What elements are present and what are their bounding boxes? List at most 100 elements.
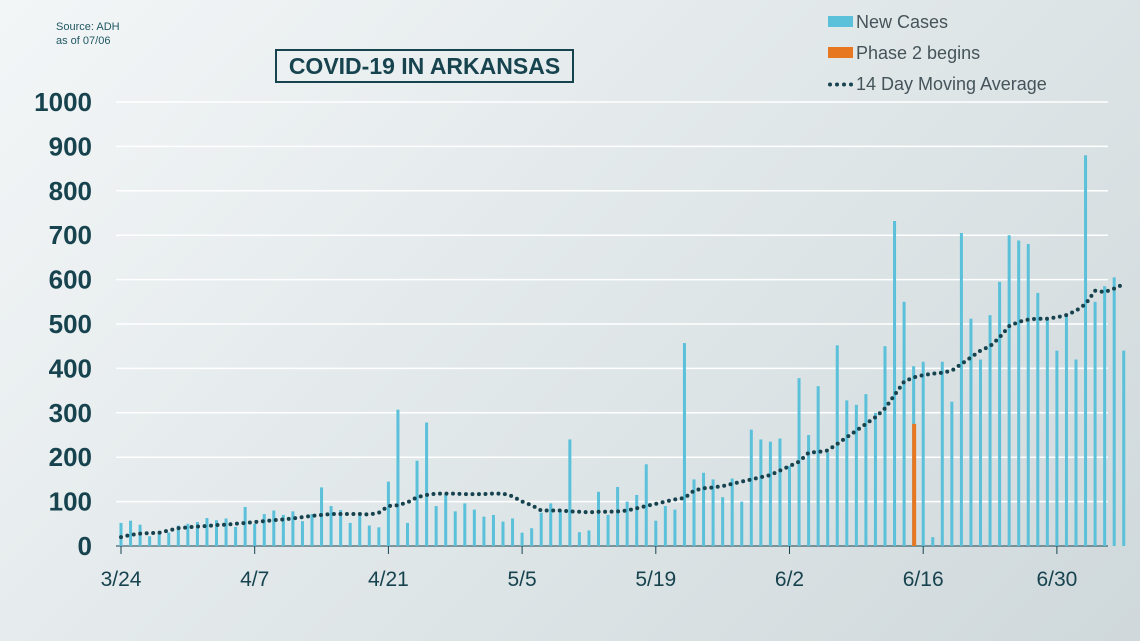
x-tick-label: 6/30 xyxy=(1036,568,1077,591)
new-cases-bar xyxy=(788,466,791,546)
new-cases-bar xyxy=(520,532,524,546)
new-cases-bar xyxy=(921,361,925,546)
new-cases-bar xyxy=(329,506,333,546)
y-tick-label: 500 xyxy=(49,309,92,339)
new-cases-bar xyxy=(558,509,562,546)
new-cases-bar xyxy=(988,315,992,546)
new-cases-bar xyxy=(367,525,371,546)
source-note: Source: ADH as of 07/06 xyxy=(56,20,120,48)
new-cases-bar xyxy=(893,220,897,546)
new-cases-bar xyxy=(195,522,199,546)
new-cases-bar xyxy=(873,412,877,546)
new-cases-bar xyxy=(807,435,811,546)
legend-label-new-cases: New Cases xyxy=(856,12,949,32)
new-cases-bar xyxy=(1074,359,1078,546)
new-cases-bar xyxy=(768,441,772,546)
new-cases-bar xyxy=(749,429,753,546)
new-cases-bar xyxy=(463,503,467,546)
new-cases-bar xyxy=(377,527,381,546)
new-cases-bar xyxy=(644,464,648,546)
new-cases-bar xyxy=(272,510,276,546)
new-cases-bar xyxy=(482,516,486,546)
new-cases-bar xyxy=(998,281,1002,546)
new-cases-bar xyxy=(682,343,686,546)
new-cases-bar xyxy=(1122,350,1126,546)
new-cases-bar xyxy=(215,520,218,546)
y-tick-label: 100 xyxy=(49,487,92,517)
y-tick-label: 800 xyxy=(49,176,92,206)
new-cases-bar xyxy=(883,346,887,546)
new-cases-bar xyxy=(444,494,448,546)
new-cases-bar xyxy=(587,530,591,546)
new-cases-bar xyxy=(281,514,285,546)
legend-swatch-moving-average xyxy=(828,82,853,87)
new-cases-bar xyxy=(663,506,667,546)
new-cases-bar xyxy=(902,301,906,546)
new-cases-bar xyxy=(205,518,209,546)
new-cases-bar xyxy=(434,506,438,546)
new-cases-bar xyxy=(310,514,314,546)
y-tick-label: 0 xyxy=(78,531,92,561)
new-cases-bar xyxy=(148,536,152,546)
new-cases-bar xyxy=(539,512,543,546)
new-cases-bar xyxy=(234,526,238,546)
new-cases-bar xyxy=(606,514,610,546)
new-cases-bar xyxy=(425,422,429,546)
x-tick-label: 5/5 xyxy=(507,568,536,591)
new-cases-bar xyxy=(1045,319,1049,546)
new-cases-bar xyxy=(702,472,706,546)
new-cases-bar xyxy=(253,523,257,546)
x-tick-label: 4/21 xyxy=(368,568,409,591)
new-cases-bar xyxy=(511,518,515,546)
new-cases-bar xyxy=(358,514,362,546)
new-cases-bar xyxy=(472,509,476,546)
legend-swatch-new-cases xyxy=(828,16,853,27)
new-cases-bar xyxy=(1064,315,1068,546)
new-cases-bar xyxy=(491,514,495,546)
new-cases-bar xyxy=(348,522,352,546)
new-cases-bar xyxy=(1055,350,1059,546)
new-cases-bar xyxy=(940,361,944,546)
new-cases-bar xyxy=(396,409,400,546)
legend-swatch-phase2 xyxy=(828,47,853,58)
new-cases-bar xyxy=(759,439,763,546)
new-cases-bar xyxy=(549,503,553,546)
new-cases-bar xyxy=(845,400,849,546)
new-cases-bar xyxy=(950,401,954,546)
new-cases-bar xyxy=(176,525,180,546)
new-cases-bar xyxy=(979,359,982,546)
new-cases-bar xyxy=(740,501,744,546)
y-tick-label: 600 xyxy=(49,265,92,295)
new-cases-bar xyxy=(730,478,734,546)
new-cases-bar xyxy=(1036,292,1040,546)
y-tick-label: 400 xyxy=(49,353,92,383)
new-cases-bar xyxy=(568,439,572,546)
new-cases-bar xyxy=(186,523,190,546)
new-cases-bar xyxy=(406,522,409,546)
new-cases-bar xyxy=(969,318,973,546)
as-of-date: as of 07/06 xyxy=(56,35,111,47)
new-cases-bar xyxy=(453,511,457,546)
new-cases-bar xyxy=(530,528,534,546)
new-cases-bar xyxy=(1103,286,1107,546)
new-cases-bar xyxy=(1112,277,1116,546)
chart-title: COVID-19 IN ARKANSAS xyxy=(275,49,574,83)
source-line: Source: ADH xyxy=(56,21,120,33)
new-cases-bar xyxy=(959,232,963,547)
new-cases-bar xyxy=(415,460,419,546)
new-cases-bar xyxy=(1093,301,1097,546)
new-cases-bar xyxy=(778,438,782,546)
y-tick-label: 900 xyxy=(49,131,92,161)
new-cases-bar xyxy=(339,510,343,546)
new-cases-bar xyxy=(1084,155,1088,546)
new-cases-bar xyxy=(167,532,171,546)
new-cases-bar xyxy=(119,522,123,546)
x-tick-label: 6/16 xyxy=(903,568,944,591)
new-cases-bar xyxy=(864,394,868,546)
x-tick-label: 4/7 xyxy=(240,568,269,591)
new-cases-bar xyxy=(597,491,600,546)
legend-label-moving-average: 14 Day Moving Average xyxy=(856,74,1047,94)
new-cases-bar xyxy=(262,514,266,546)
new-cases-bar xyxy=(577,532,581,546)
